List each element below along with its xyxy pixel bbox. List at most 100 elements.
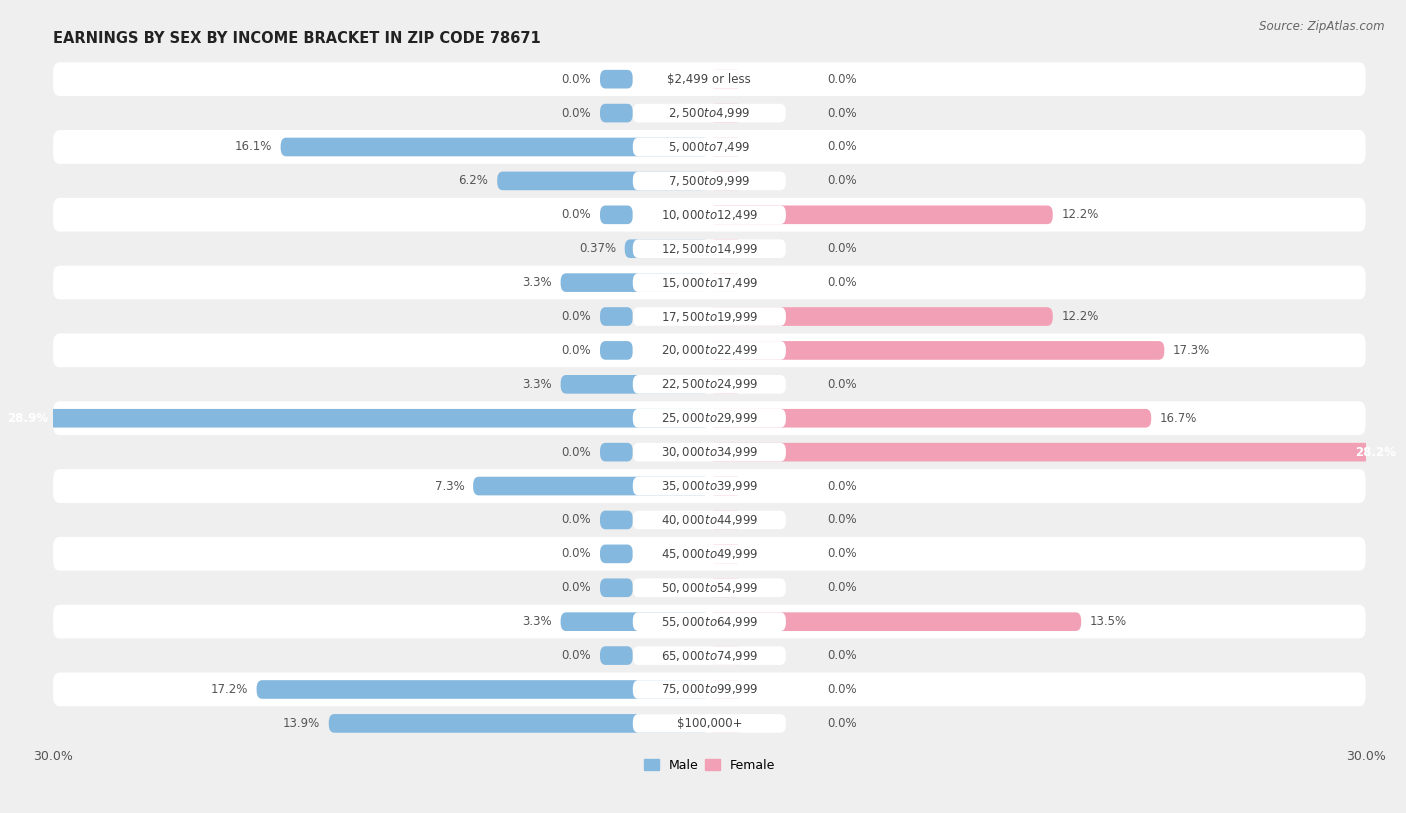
FancyBboxPatch shape <box>633 476 786 495</box>
FancyBboxPatch shape <box>53 605 1365 639</box>
Text: 3.3%: 3.3% <box>522 615 553 628</box>
FancyBboxPatch shape <box>633 545 786 563</box>
Text: 3.3%: 3.3% <box>522 276 553 289</box>
Text: 0.0%: 0.0% <box>561 581 592 594</box>
Text: EARNINGS BY SEX BY INCOME BRACKET IN ZIP CODE 78671: EARNINGS BY SEX BY INCOME BRACKET IN ZIP… <box>53 31 541 46</box>
FancyBboxPatch shape <box>53 299 1365 333</box>
FancyBboxPatch shape <box>633 307 786 326</box>
FancyBboxPatch shape <box>600 545 633 563</box>
FancyBboxPatch shape <box>633 206 786 224</box>
Text: 16.7%: 16.7% <box>1160 411 1198 424</box>
Text: $7,500 to $9,999: $7,500 to $9,999 <box>668 174 751 188</box>
FancyBboxPatch shape <box>256 680 710 699</box>
FancyBboxPatch shape <box>710 273 742 292</box>
FancyBboxPatch shape <box>710 511 742 529</box>
FancyBboxPatch shape <box>633 578 786 597</box>
FancyBboxPatch shape <box>600 307 633 326</box>
FancyBboxPatch shape <box>498 172 710 190</box>
FancyBboxPatch shape <box>53 232 1365 266</box>
Text: 17.3%: 17.3% <box>1173 344 1211 357</box>
FancyBboxPatch shape <box>710 137 742 156</box>
FancyBboxPatch shape <box>710 443 1403 462</box>
FancyBboxPatch shape <box>600 511 633 529</box>
FancyBboxPatch shape <box>600 206 633 224</box>
Text: $2,500 to $4,999: $2,500 to $4,999 <box>668 106 751 120</box>
Text: $40,000 to $44,999: $40,000 to $44,999 <box>661 513 758 527</box>
FancyBboxPatch shape <box>633 172 786 190</box>
Text: 0.0%: 0.0% <box>561 72 592 85</box>
Text: 3.3%: 3.3% <box>522 378 553 391</box>
Text: $10,000 to $12,499: $10,000 to $12,499 <box>661 208 758 222</box>
Text: 0.0%: 0.0% <box>828 717 858 730</box>
Text: 0.0%: 0.0% <box>828 378 858 391</box>
FancyBboxPatch shape <box>53 435 1365 469</box>
Text: 0.0%: 0.0% <box>828 683 858 696</box>
FancyBboxPatch shape <box>710 680 742 699</box>
FancyBboxPatch shape <box>633 443 786 462</box>
Text: 0.0%: 0.0% <box>828 141 858 154</box>
FancyBboxPatch shape <box>600 443 633 462</box>
Text: 12.2%: 12.2% <box>1062 208 1099 221</box>
Text: $30,000 to $34,999: $30,000 to $34,999 <box>661 446 758 459</box>
FancyBboxPatch shape <box>53 402 1365 435</box>
Text: $45,000 to $49,999: $45,000 to $49,999 <box>661 547 758 561</box>
Text: $20,000 to $22,499: $20,000 to $22,499 <box>661 343 758 358</box>
Text: 0.0%: 0.0% <box>828 276 858 289</box>
FancyBboxPatch shape <box>710 714 742 733</box>
Text: 28.2%: 28.2% <box>1355 446 1396 459</box>
Text: 0.0%: 0.0% <box>561 547 592 560</box>
Text: $65,000 to $74,999: $65,000 to $74,999 <box>661 649 758 663</box>
Text: $15,000 to $17,499: $15,000 to $17,499 <box>661 276 758 289</box>
FancyBboxPatch shape <box>53 503 1365 537</box>
FancyBboxPatch shape <box>53 130 1365 164</box>
Text: 0.0%: 0.0% <box>828 649 858 662</box>
FancyBboxPatch shape <box>633 612 786 631</box>
FancyBboxPatch shape <box>633 680 786 699</box>
FancyBboxPatch shape <box>472 476 710 495</box>
FancyBboxPatch shape <box>53 537 1365 571</box>
Text: $5,000 to $7,499: $5,000 to $7,499 <box>668 140 751 154</box>
Text: Source: ZipAtlas.com: Source: ZipAtlas.com <box>1260 20 1385 33</box>
FancyBboxPatch shape <box>561 273 710 292</box>
Text: 0.0%: 0.0% <box>828 72 858 85</box>
Text: $25,000 to $29,999: $25,000 to $29,999 <box>661 411 758 425</box>
FancyBboxPatch shape <box>561 612 710 631</box>
Text: 6.2%: 6.2% <box>458 175 488 188</box>
Text: 0.0%: 0.0% <box>828 242 858 255</box>
FancyBboxPatch shape <box>53 96 1365 130</box>
Text: 28.9%: 28.9% <box>7 411 48 424</box>
FancyBboxPatch shape <box>710 578 742 597</box>
FancyBboxPatch shape <box>633 714 786 733</box>
Text: 0.0%: 0.0% <box>561 344 592 357</box>
FancyBboxPatch shape <box>53 63 1365 96</box>
FancyBboxPatch shape <box>633 375 786 393</box>
FancyBboxPatch shape <box>600 578 633 597</box>
FancyBboxPatch shape <box>710 206 1053 224</box>
FancyBboxPatch shape <box>53 367 1365 402</box>
FancyBboxPatch shape <box>600 646 633 665</box>
FancyBboxPatch shape <box>633 409 786 428</box>
FancyBboxPatch shape <box>53 164 1365 198</box>
FancyBboxPatch shape <box>53 469 1365 503</box>
Text: 0.0%: 0.0% <box>828 514 858 527</box>
Text: 0.0%: 0.0% <box>828 175 858 188</box>
FancyBboxPatch shape <box>281 137 710 156</box>
Text: 0.0%: 0.0% <box>828 547 858 560</box>
Text: $55,000 to $64,999: $55,000 to $64,999 <box>661 615 758 628</box>
FancyBboxPatch shape <box>53 571 1365 605</box>
FancyBboxPatch shape <box>710 341 1164 360</box>
FancyBboxPatch shape <box>710 409 1152 428</box>
Text: 0.0%: 0.0% <box>561 649 592 662</box>
FancyBboxPatch shape <box>633 70 786 89</box>
FancyBboxPatch shape <box>633 239 786 258</box>
FancyBboxPatch shape <box>633 273 786 292</box>
FancyBboxPatch shape <box>53 333 1365 367</box>
FancyBboxPatch shape <box>710 612 1081 631</box>
Text: 13.9%: 13.9% <box>283 717 321 730</box>
Text: 0.0%: 0.0% <box>561 208 592 221</box>
FancyBboxPatch shape <box>624 239 710 258</box>
Text: 7.3%: 7.3% <box>434 480 464 493</box>
FancyBboxPatch shape <box>561 375 710 393</box>
FancyBboxPatch shape <box>53 706 1365 741</box>
Text: $17,500 to $19,999: $17,500 to $19,999 <box>661 310 758 324</box>
